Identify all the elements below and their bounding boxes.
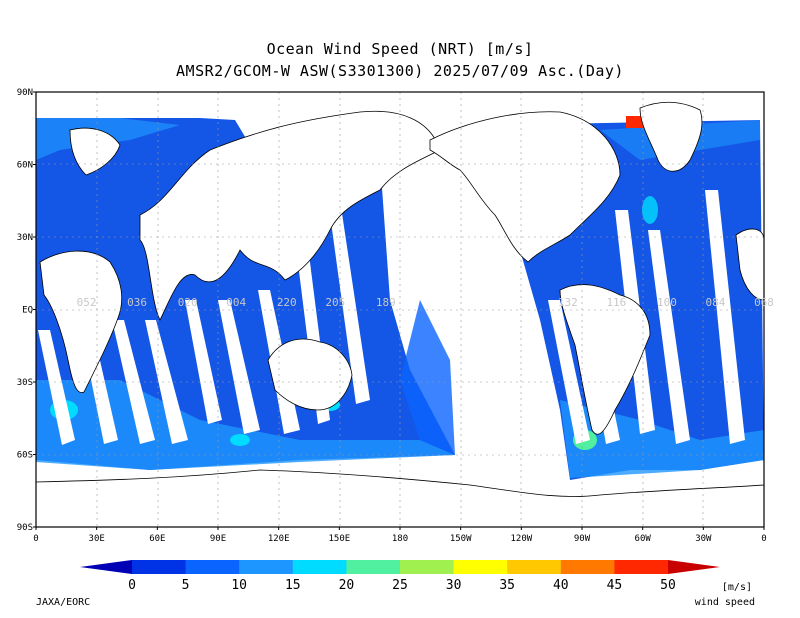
longitude-label: 150E	[328, 534, 350, 544]
colorbar-unit: [m/s]	[722, 582, 752, 593]
latitude-label: 30S	[17, 378, 33, 388]
map-title-line1: Ocean Wind Speed (NRT) [m/s]	[266, 40, 534, 58]
longitude-label: 30E	[89, 534, 105, 544]
colorbar-segment	[185, 560, 240, 574]
longitude-labels: 0 30E 60E 90E 120E 150E 180 150W 120W 90W 60W 30W 0	[33, 527, 767, 544]
colorbar-tick-label: 50	[660, 578, 676, 593]
colorbar-caption: wind speed	[695, 597, 755, 608]
latitude-label: 60S	[17, 451, 33, 461]
colorbar-segment	[400, 560, 455, 574]
latitude-label: 90N	[17, 88, 33, 98]
colorbar-tick-label: 30	[446, 578, 462, 593]
latitude-labels: 90N 60N 30N EQ 30S 60S 90S	[17, 88, 36, 533]
latitude-label: EQ	[22, 306, 33, 316]
wind-speed-colorbar: 0 5 10 15 20 25 30 35 40 45 50	[80, 560, 720, 593]
orbit-number-labels: 052 036 020 004 220 205 189 132 116 100 084 068	[77, 296, 774, 309]
orbit-label: 020	[178, 296, 198, 309]
colorbar-tick-label: 25	[392, 578, 408, 593]
colorbar-segment	[453, 560, 508, 574]
longitude-label: 180	[392, 534, 408, 544]
longitude-label: 150W	[450, 534, 472, 544]
credit-label: JAXA/EORC	[36, 597, 90, 608]
latitude-label: 30N	[17, 233, 33, 243]
colorbar-under-arrow	[80, 560, 132, 574]
latitude-label: 90S	[17, 523, 33, 533]
colorbar-segment	[239, 560, 294, 574]
colorbar-segment	[346, 560, 401, 574]
longitude-label: 90E	[210, 534, 226, 544]
longitude-label: 90W	[574, 534, 591, 544]
orbit-label: 189	[376, 296, 396, 309]
orbit-label: 116	[606, 296, 626, 309]
colorbar-tick-label: 15	[285, 578, 301, 593]
orbit-label: 084	[706, 296, 726, 309]
colorbar-tick-label: 20	[339, 578, 355, 593]
colorbar-tick-label: 45	[607, 578, 623, 593]
longitude-label: 60E	[149, 534, 165, 544]
colorbar-tick-label: 10	[231, 578, 247, 593]
longitude-label: 120E	[268, 534, 290, 544]
colorbar-tick-label: 35	[499, 578, 515, 593]
orbit-label: 132	[558, 296, 578, 309]
orbit-label: 036	[127, 296, 147, 309]
colorbar-segment	[614, 560, 669, 574]
longitude-label: 0	[761, 534, 766, 544]
colorbar-over-arrow	[668, 560, 720, 574]
graticule	[36, 92, 764, 527]
orbit-label: 052	[77, 296, 97, 309]
colorbar-segment	[560, 560, 615, 574]
longitude-label: 60W	[635, 534, 652, 544]
colorbar-tick-label: 5	[182, 578, 190, 593]
orbit-label: 220	[277, 296, 297, 309]
longitude-label: 120W	[510, 534, 532, 544]
orbit-label: 068	[754, 296, 774, 309]
longitude-label: 30W	[695, 534, 712, 544]
colorbar-segment	[132, 560, 187, 574]
orbit-label: 004	[226, 296, 246, 309]
orbit-label: 100	[657, 296, 677, 309]
colorbar-tick-label: 40	[553, 578, 569, 593]
latitude-label: 60N	[17, 161, 33, 171]
colorbar-segment	[292, 560, 347, 574]
colorbar-segment	[507, 560, 562, 574]
map-title-line2: AMSR2/GCOM-W ASW(S3301300) 2025/07/09 As…	[176, 62, 624, 80]
longitude-label: 0	[33, 534, 38, 544]
orbit-label: 205	[325, 296, 345, 309]
colorbar-tick-label: 0	[128, 578, 136, 593]
